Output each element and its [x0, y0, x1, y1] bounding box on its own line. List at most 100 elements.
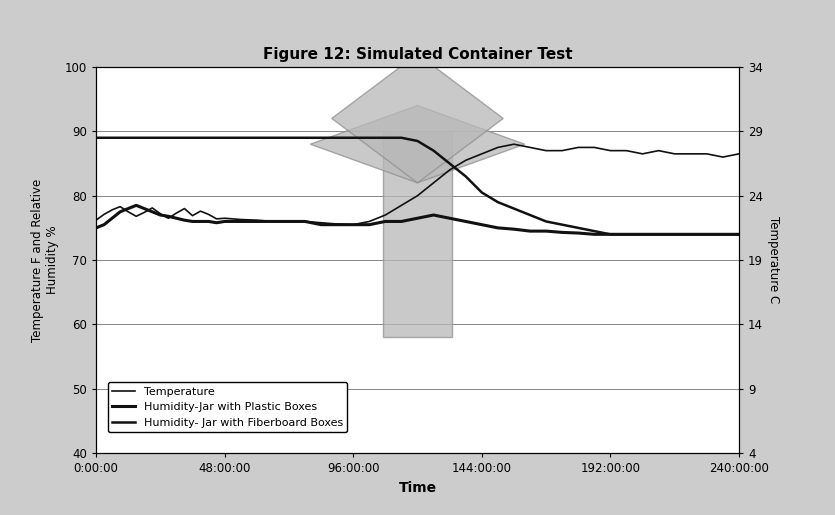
Humidity- Jar with Fiberboard Boxes	[670, 231, 680, 237]
Legend: Temperature, Humidity-Jar with Plastic Boxes, Humidity- Jar with Fiberboard Boxe: Temperature, Humidity-Jar with Plastic B…	[108, 382, 347, 432]
Humidity-Jar with Plastic Boxes	[621, 231, 631, 237]
Humidity- Jar with Fiberboard Boxes	[557, 221, 567, 228]
Humidity- Jar with Fiberboard Boxes	[477, 190, 487, 196]
Humidity-Jar with Plastic Boxes	[397, 218, 407, 225]
Humidity-Jar with Plastic Boxes	[493, 225, 503, 231]
Temperature	[131, 213, 141, 219]
Humidity-Jar with Plastic Boxes	[164, 213, 174, 219]
Temperature	[107, 207, 117, 213]
Line: Humidity- Jar with Fiberboard Boxes: Humidity- Jar with Fiberboard Boxes	[96, 138, 739, 234]
Temperature	[235, 216, 245, 222]
Temperature	[252, 217, 262, 224]
Polygon shape	[311, 106, 524, 183]
Humidity-Jar with Plastic Boxes	[220, 218, 230, 225]
Temperature	[605, 147, 615, 153]
Humidity- Jar with Fiberboard Boxes	[115, 134, 125, 141]
Temperature	[195, 208, 205, 214]
Temperature	[91, 217, 101, 224]
Humidity- Jar with Fiberboard Boxes	[605, 231, 615, 237]
Temperature	[428, 180, 438, 186]
Humidity- Jar with Fiberboard Boxes	[332, 134, 342, 141]
Humidity- Jar with Fiberboard Boxes	[718, 231, 728, 237]
Humidity-Jar with Plastic Boxes	[654, 231, 664, 237]
Humidity-Jar with Plastic Boxes	[734, 231, 744, 237]
Humidity- Jar with Fiberboard Boxes	[701, 231, 711, 237]
Humidity-Jar with Plastic Boxes	[284, 218, 294, 225]
Humidity-Jar with Plastic Boxes	[574, 230, 584, 236]
Humidity- Jar with Fiberboard Boxes	[316, 134, 326, 141]
Humidity- Jar with Fiberboard Boxes	[686, 231, 696, 237]
Y-axis label: Temperature C: Temperature C	[767, 216, 780, 304]
Humidity- Jar with Fiberboard Boxes	[590, 228, 600, 234]
Temperature	[268, 218, 278, 225]
Humidity-Jar with Plastic Boxes	[525, 228, 535, 234]
Temperature	[541, 147, 551, 153]
Temperature	[300, 218, 310, 225]
Humidity-Jar with Plastic Boxes	[509, 226, 519, 232]
Temperature	[701, 151, 711, 157]
Humidity-Jar with Plastic Boxes	[638, 231, 648, 237]
Humidity- Jar with Fiberboard Boxes	[171, 134, 181, 141]
Humidity- Jar with Fiberboard Boxes	[300, 134, 310, 141]
Humidity- Jar with Fiberboard Boxes	[268, 134, 278, 141]
Temperature	[115, 203, 125, 210]
Temperature	[412, 193, 423, 199]
Humidity- Jar with Fiberboard Boxes	[131, 134, 141, 141]
Temperature	[670, 151, 680, 157]
Humidity-Jar with Plastic Boxes	[107, 215, 117, 221]
Line: Humidity-Jar with Plastic Boxes: Humidity-Jar with Plastic Boxes	[96, 205, 739, 234]
Temperature	[147, 205, 157, 211]
Humidity- Jar with Fiberboard Boxes	[188, 134, 198, 141]
Temperature	[220, 215, 230, 221]
Humidity-Jar with Plastic Boxes	[590, 231, 600, 237]
Humidity- Jar with Fiberboard Boxes	[509, 205, 519, 212]
Humidity-Jar with Plastic Boxes	[147, 209, 157, 215]
Temperature	[180, 205, 190, 212]
Humidity- Jar with Fiberboard Boxes	[252, 134, 262, 141]
Temperature	[99, 211, 109, 217]
Humidity- Jar with Fiberboard Boxes	[654, 231, 664, 237]
Humidity-Jar with Plastic Boxes	[445, 215, 455, 221]
Humidity- Jar with Fiberboard Boxes	[284, 134, 294, 141]
Humidity- Jar with Fiberboard Boxes	[91, 134, 101, 141]
Humidity- Jar with Fiberboard Boxes	[99, 134, 109, 141]
Temperature	[364, 218, 374, 225]
Humidity- Jar with Fiberboard Boxes	[139, 134, 149, 141]
Temperature	[638, 151, 648, 157]
Humidity-Jar with Plastic Boxes	[252, 218, 262, 225]
Humidity-Jar with Plastic Boxes	[268, 218, 278, 225]
Humidity- Jar with Fiberboard Boxes	[381, 134, 391, 141]
Humidity-Jar with Plastic Boxes	[332, 221, 342, 228]
Humidity-Jar with Plastic Boxes	[171, 215, 181, 221]
Humidity- Jar with Fiberboard Boxes	[164, 134, 174, 141]
Temperature	[316, 219, 326, 226]
Humidity-Jar with Plastic Boxes	[204, 218, 214, 225]
Temperature	[124, 209, 134, 215]
Humidity-Jar with Plastic Boxes	[180, 217, 190, 224]
Humidity-Jar with Plastic Boxes	[235, 218, 245, 225]
Humidity-Jar with Plastic Boxes	[381, 218, 391, 225]
Humidity- Jar with Fiberboard Boxes	[220, 134, 230, 141]
Humidity- Jar with Fiberboard Boxes	[461, 173, 471, 180]
Line: Temperature: Temperature	[96, 144, 739, 225]
Humidity-Jar with Plastic Boxes	[461, 218, 471, 225]
Humidity-Jar with Plastic Boxes	[557, 229, 567, 235]
Humidity- Jar with Fiberboard Boxes	[348, 134, 358, 141]
Humidity-Jar with Plastic Boxes	[91, 225, 101, 231]
Temperature	[332, 221, 342, 227]
Humidity- Jar with Fiberboard Boxes	[180, 134, 190, 141]
Humidity- Jar with Fiberboard Boxes	[364, 134, 374, 141]
Humidity- Jar with Fiberboard Boxes	[211, 134, 221, 141]
Polygon shape	[382, 131, 453, 337]
Humidity-Jar with Plastic Boxes	[348, 221, 358, 228]
Humidity- Jar with Fiberboard Boxes	[235, 134, 245, 141]
Humidity-Jar with Plastic Boxes	[701, 231, 711, 237]
Humidity- Jar with Fiberboard Boxes	[147, 134, 157, 141]
Humidity-Jar with Plastic Boxes	[115, 209, 125, 215]
Humidity-Jar with Plastic Boxes	[316, 221, 326, 228]
Temperature	[590, 144, 600, 150]
Temperature	[348, 221, 358, 228]
Humidity- Jar with Fiberboard Boxes	[621, 231, 631, 237]
Humidity- Jar with Fiberboard Boxes	[734, 231, 744, 237]
Temperature	[397, 202, 407, 209]
